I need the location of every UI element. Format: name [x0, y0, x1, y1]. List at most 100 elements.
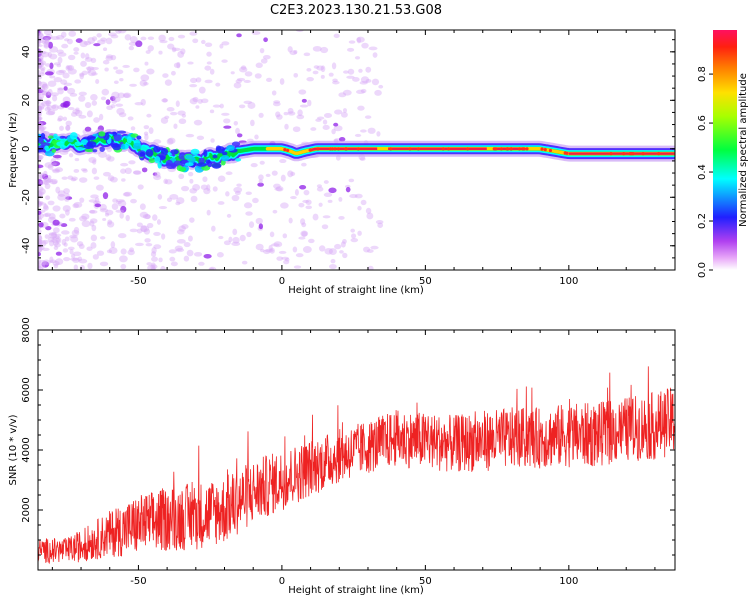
spectrogram-noise-mark [254, 134, 259, 140]
spectrogram-noise-mark [108, 32, 117, 37]
spectrogram-noise-mark [356, 36, 365, 43]
spectrogram-ridge-blob [80, 139, 89, 145]
spectrogram-noise-mark [45, 225, 52, 231]
spectrogram-noise-mark [209, 267, 215, 270]
spectrogram-ridge-blob [38, 136, 44, 144]
spectrogram-noise-mark [38, 116, 43, 121]
spectrogram-noise-mark [313, 65, 320, 69]
spectrogram-noise-mark [370, 245, 379, 250]
spectrogram-noise-mark [275, 186, 284, 192]
spectrogram-noise-mark [43, 30, 52, 36]
snr-series-line [38, 366, 675, 565]
spectrogram-noise-mark [367, 265, 374, 270]
spectrogram-noise-mark [275, 111, 281, 118]
spectrogram-noise-mark [42, 90, 51, 96]
spectrogram-ridge-blob [145, 149, 154, 157]
spectrogram-noise-mark [39, 66, 46, 71]
spectrogram-noise-mark [193, 252, 203, 257]
spectrogram-noise-mark [235, 79, 243, 84]
spectrogram-noise-mark [125, 214, 130, 222]
snr-y-tick-label: 8000 [21, 317, 32, 342]
spectrogram-peak-dot [540, 147, 544, 151]
spectrogram-noise-mark [38, 125, 47, 131]
spectrogram-noise-mark [38, 240, 43, 246]
spectrogram-noise-mark [38, 92, 41, 97]
spectrogram-noise-mark [140, 98, 146, 106]
spectrogram-noise-mark [189, 217, 195, 223]
spectrogram-noise-mark [145, 242, 153, 247]
spectrogram-noise-mark [357, 230, 362, 236]
spectrogram-noise-mark [168, 249, 177, 254]
spectrogram-noise-mark [331, 128, 336, 135]
spectrogram-noise-mark [104, 212, 110, 217]
spectrogram-noise-mark [106, 249, 113, 254]
spectrogram-peak-dot [286, 148, 290, 153]
spectrogram-noise-mark [152, 172, 158, 177]
spectrogram-noise-mark [212, 104, 221, 108]
spectrogram-noise-mark [40, 86, 46, 93]
spectrogram-noise-mark [38, 202, 47, 206]
spectrogram-noise-mark [38, 186, 44, 192]
spectrogram-noise-mark [47, 80, 57, 87]
spectrogram-noise-mark [357, 205, 362, 211]
spectrogram-noise-mark [190, 195, 198, 203]
spectrogram-noise-mark [38, 112, 42, 118]
spectrogram-noise-mark [167, 43, 175, 50]
spectrogram-noise-mark [354, 193, 363, 199]
spectrogram-x-tick-label: 0 [279, 276, 285, 287]
spectrogram-noise-mark [176, 229, 185, 235]
spectrogram-noise-mark [322, 119, 328, 125]
spectrogram-noise-mark [68, 153, 74, 158]
spectrogram-ridge-blob [196, 162, 207, 167]
spectrogram-noise-mark [57, 193, 66, 201]
spectrogram-noise-mark [342, 239, 347, 244]
spectrogram-noise-mark [94, 197, 100, 203]
spectrogram-noise-mark [306, 76, 314, 82]
spectrogram-noise-mark [40, 51, 50, 58]
spectrogram-noise-mark [51, 104, 59, 111]
colorbar-tick-label: 0.0 [697, 262, 708, 278]
spectrogram-noise-mark [38, 234, 42, 241]
spectrogram-noise-mark [84, 101, 92, 109]
spectrogram-peak-dot [622, 152, 626, 156]
spectrogram-noise-mark [140, 74, 150, 82]
spectrogram-noise-mark [89, 220, 95, 227]
spectrogram-noise-mark [38, 125, 42, 131]
spectrogram-noise-mark [129, 36, 138, 44]
spectrogram-noise-mark [72, 203, 79, 209]
spectrogram-noise-mark [372, 52, 378, 58]
spectrogram-noise-mark [38, 105, 43, 112]
spectrogram-noise-mark [192, 96, 199, 103]
spectrogram-noise-mark [294, 189, 299, 196]
snr-x-tick-label: 0 [279, 576, 285, 587]
spectrogram-noise-mark [52, 260, 60, 266]
spectrogram-noise-mark [38, 179, 44, 186]
spectrogram-noise-mark [364, 115, 372, 119]
spectrogram-noise-mark [315, 118, 322, 122]
spectrogram-noise-mark [50, 36, 60, 41]
spectrogram-ridge-blob [190, 148, 200, 156]
spectrogram-noise-mark [175, 248, 185, 253]
spectrogram-noise-mark [52, 162, 57, 166]
spectrogram-noise-mark [258, 112, 264, 118]
spectrogram-noise-mark [152, 214, 158, 221]
spectrogram-noise-mark [298, 236, 306, 240]
spectrogram-peak-dot [609, 152, 613, 156]
spectrogram-noise-mark [85, 53, 90, 60]
spectrogram-noise-mark [127, 116, 134, 121]
spectrogram-noise-mark [78, 114, 87, 119]
spectrogram-noise-mark [60, 31, 67, 38]
spectrogram-noise-mark [332, 80, 340, 85]
spectrogram-noise-mark [91, 167, 98, 175]
spectrogram-noise-mark [117, 233, 127, 239]
spectrogram-noise-mark [38, 116, 41, 122]
spectrogram-noise-mark [150, 264, 158, 269]
spectrogram-noise-mark [290, 196, 297, 200]
spectrogram-noise-mark [79, 40, 88, 48]
spectrogram-noise-mark [67, 106, 75, 111]
spectrogram-noise-mark [96, 250, 105, 256]
snr-x-ticks: -50 0 50 100 [51, 330, 656, 587]
spectrogram-noise-mark [38, 61, 45, 68]
spectrogram-noise-mark [259, 48, 265, 54]
spectrogram-noise-mark [38, 48, 41, 52]
